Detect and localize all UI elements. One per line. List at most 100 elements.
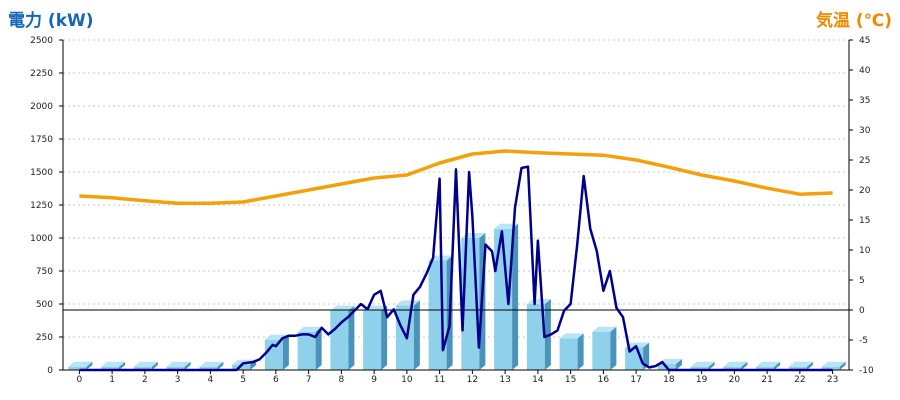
x-tick-label: 13 <box>499 375 510 385</box>
bar-side <box>86 361 93 370</box>
bar <box>756 366 775 370</box>
bar <box>232 364 251 370</box>
bar <box>494 228 513 370</box>
x-tick-label: 15 <box>565 375 576 385</box>
y-tick-label-left: 2000 <box>30 102 53 112</box>
bar-side <box>217 361 224 370</box>
y-tick-label-right: 0 <box>859 306 865 316</box>
x-tick-label: 23 <box>827 375 838 385</box>
bar <box>68 366 87 370</box>
bar-top <box>199 361 224 367</box>
bar <box>723 366 742 370</box>
bar-side <box>315 326 322 370</box>
bar-side <box>741 361 748 370</box>
bar-side <box>708 361 715 370</box>
y-tick-label-right: 30 <box>859 126 871 136</box>
x-tick-label: 0 <box>77 375 83 385</box>
x-tick-label: 4 <box>208 375 214 385</box>
y-tick-label-right: 5 <box>859 276 865 286</box>
bar-side <box>381 305 388 370</box>
bar-top <box>101 361 126 367</box>
x-tick-label: 6 <box>273 375 279 385</box>
bar-side <box>839 361 846 370</box>
bar-top <box>133 361 158 367</box>
bar-top <box>297 326 322 332</box>
bar <box>199 366 218 370</box>
x-tick-label: 17 <box>630 375 641 385</box>
x-tick-label: 12 <box>467 375 478 385</box>
bar <box>428 260 447 370</box>
x-tick-label: 10 <box>401 375 413 385</box>
y-tick-label-left: 2500 <box>30 36 53 46</box>
bar-side <box>806 361 813 370</box>
y-tick-label-left: 750 <box>36 267 53 277</box>
bar-top <box>592 326 617 332</box>
x-tick-label: 2 <box>142 375 148 385</box>
y-axis-title-right: 気温 (℃) <box>815 11 892 31</box>
bar-top <box>526 299 551 304</box>
x-tick-label: 11 <box>434 375 445 385</box>
bar <box>592 331 611 370</box>
bar <box>330 310 349 370</box>
bar-top <box>494 223 519 229</box>
bar-side <box>348 305 355 370</box>
bar-top <box>690 361 715 367</box>
bar <box>166 366 185 370</box>
bar <box>101 366 120 370</box>
y-tick-label-right: 40 <box>859 66 871 76</box>
x-tick-label: 7 <box>306 375 312 385</box>
x-tick-label: 9 <box>371 375 377 385</box>
bar-top <box>821 361 846 367</box>
x-tick-label: 22 <box>794 375 805 385</box>
y-axis-title-left: 電力 (kW) <box>8 11 94 31</box>
bar-top <box>68 361 93 367</box>
bar <box>526 304 545 370</box>
bar-top <box>788 361 813 367</box>
bar-side <box>282 334 289 370</box>
y-tick-label-right: 20 <box>859 186 871 196</box>
bar <box>363 310 382 370</box>
y-tick-label-right: 10 <box>859 246 871 256</box>
bar-top <box>625 342 650 348</box>
y-tick-label-right: 25 <box>859 156 870 166</box>
y-tick-label-left: 1750 <box>30 135 53 145</box>
x-tick-label: 14 <box>532 375 544 385</box>
bar <box>690 366 709 370</box>
y-tick-label-right: 35 <box>859 96 870 106</box>
x-tick-label: 3 <box>175 375 181 385</box>
x-tick-label: 8 <box>339 375 345 385</box>
y-tick-label-left: 500 <box>36 300 53 310</box>
y-tick-label-right: 45 <box>859 36 870 46</box>
bar-top <box>330 305 355 311</box>
temperature-line <box>79 149 833 205</box>
bar-top <box>756 361 781 367</box>
bar-side <box>151 361 158 370</box>
y-tick-label-left: 250 <box>36 333 53 343</box>
bar-side <box>184 361 191 370</box>
bar-side <box>413 300 420 370</box>
bar-side <box>512 223 519 370</box>
bar <box>133 366 152 370</box>
bar-top <box>723 361 748 367</box>
x-tick-label: 5 <box>240 375 246 385</box>
bar-side <box>119 361 126 370</box>
bar-top <box>395 300 420 306</box>
x-tick-label: 21 <box>761 375 772 385</box>
y-tick-label-left: 1000 <box>30 234 53 244</box>
bar-side <box>610 326 617 370</box>
y-tick-label-left: 2250 <box>30 69 53 79</box>
x-tick-label: 20 <box>729 375 741 385</box>
bar-side <box>577 333 584 370</box>
x-tick-label: 18 <box>663 375 675 385</box>
y-tick-label-right: -10 <box>859 366 874 376</box>
bar <box>559 338 578 370</box>
bar-side <box>675 359 682 370</box>
bar <box>788 366 807 370</box>
bar <box>821 366 840 370</box>
x-tick-label: 19 <box>696 375 708 385</box>
power-line <box>79 165 833 372</box>
y-tick-label-left: 1250 <box>30 201 53 211</box>
bar-top <box>559 333 584 339</box>
